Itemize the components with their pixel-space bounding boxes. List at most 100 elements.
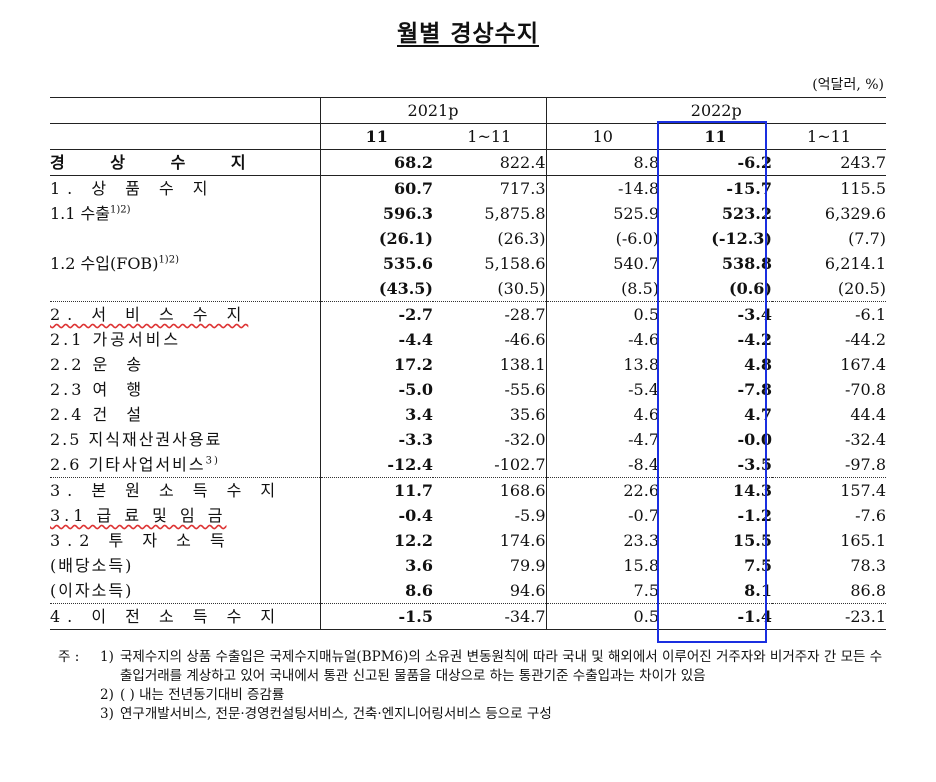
cell: -55.6 [504, 380, 546, 399]
cell: 157.4 [772, 477, 886, 503]
table-row-construction: 2.4 건 설 3.4 35.6 4.6 4.7 44.4 [50, 402, 886, 427]
header-blank-2 [50, 123, 320, 150]
cell: 44.4 [850, 405, 886, 424]
cell: 168.6 [433, 477, 546, 503]
cell: 86.8 [850, 581, 886, 600]
unit-label: (억달러, %) [812, 77, 884, 93]
header-year-2022: 2022p [545, 97, 886, 124]
cell: 68.2 [319, 149, 433, 176]
cell: (20.5) [837, 279, 886, 298]
row-label: (배당소득) [50, 556, 134, 575]
row-label: 2.1 가공서비스 [50, 330, 182, 349]
row-label: 3. 본 원 소 득 수 지 [50, 477, 320, 503]
cell: 8.6 [319, 578, 433, 604]
header-col-2021-11: 11 [319, 123, 433, 150]
row-label: 1. 상 품 수 지 [50, 179, 215, 198]
cell: -44.2 [844, 330, 886, 349]
cell: -3.3 [319, 427, 433, 452]
cell: 7.5 [744, 556, 772, 575]
footnote-mark: 3) [205, 455, 220, 467]
cell: -23.1 [772, 603, 886, 630]
cell: 15.5 [733, 531, 772, 550]
cell: 525.9 [545, 201, 659, 226]
cell: 23.3 [545, 528, 659, 553]
cell: 4.7 [744, 405, 772, 424]
row-label: 1.2 수입(FOB)1)2) [50, 254, 179, 273]
cell: 0.5 [545, 603, 659, 630]
row-label: 2.6 기타사업서비스3) [50, 455, 220, 474]
cell: 14.3 [659, 477, 772, 503]
cell: -102.7 [494, 455, 546, 474]
row-label: 경 상 수 지 [50, 149, 320, 176]
cell: -6.2 [659, 149, 772, 176]
cell: -3.4 [659, 301, 772, 327]
header-col-2021-1-11: 1~11 [433, 123, 546, 150]
cell: -5.4 [545, 377, 659, 402]
header-col-2022-10: 10 [545, 123, 659, 150]
cell: (-12.3) [711, 229, 772, 248]
cell: 165.1 [840, 531, 886, 550]
cell: -32.0 [504, 430, 546, 449]
cell: -3.5 [737, 455, 772, 474]
cell: 4.8 [744, 355, 772, 374]
row-label [50, 226, 320, 251]
row-label: 2.3 여 행 [50, 380, 145, 399]
cell: 78.3 [850, 556, 886, 575]
footnote-text: 연구개발서비스, 전문·경영컨설팅서비스, 건축·엔지니어링서비스 등으로 구성 [120, 706, 552, 722]
cell: 12.2 [319, 528, 433, 553]
cell: 7.5 [545, 578, 659, 604]
table-row-processing-services: 2.1 가공서비스 -4.4 -46.6 -4.6 -4.2 -44.2 [50, 327, 886, 352]
footnote-text: ( ) 내는 전년동기대비 증감률 [120, 687, 285, 703]
footnote-prefix: 주 : [58, 649, 80, 665]
footnote-1: 주 : 1) 국제수지의 상품 수출입은 국제수지매뉴얼(BPM6)의 소유권 … [58, 648, 890, 686]
table-row-compensation: 3.1 급 료 및 임 금 -0.4 -5.9 -0.7 -1.2 -7.6 [50, 503, 886, 528]
page-title: 월별 경상수지 [397, 20, 539, 47]
cell: 22.6 [545, 477, 659, 503]
cell: 35.6 [509, 405, 546, 424]
cell: (26.3) [497, 229, 546, 248]
table-row-imports: 1.2 수입(FOB)1)2) 535.6 5,158.6 540.7 538.… [50, 251, 886, 276]
cell: (0.6) [729, 279, 772, 298]
row-label: 2.2 운 송 [50, 355, 145, 374]
table-row-travel: 2.3 여 행 -5.0 -55.6 -5.4 -7.8 -70.8 [50, 377, 886, 402]
row-label: 1.1 수출1)2) [50, 204, 131, 223]
cell: 4.6 [545, 402, 659, 427]
footnote-mark: 1)2) [158, 254, 179, 266]
cell: 717.3 [499, 179, 546, 198]
cell: -97.8 [844, 455, 886, 474]
current-account-table: 2021p 2022p 11 1~11 10 11 1~11 경 상 수 지 6… [50, 97, 886, 630]
cell: -1.4 [659, 603, 772, 630]
cell: 6,329.6 [824, 204, 886, 223]
cell: (8.5) [545, 276, 659, 302]
footnotes: 주 : 1) 국제수지의 상품 수출입은 국제수지매뉴얼(BPM6)의 소유권 … [58, 648, 890, 724]
cell: -6.1 [772, 301, 886, 327]
cell: (43.5) [319, 276, 433, 302]
cell: 3.6 [319, 553, 433, 578]
row-label [50, 276, 320, 302]
cell: 79.9 [509, 556, 546, 575]
cell: -0.0 [737, 430, 772, 449]
table-row-exports: 1.1 수출1)2) 596.3 5,875.8 525.9 523.2 6,3… [50, 201, 886, 226]
table-row-interest-income: (이자소득) 8.6 94.6 7.5 8.1 86.8 [50, 578, 886, 604]
row-label: (이자소득) [50, 581, 134, 600]
cell: 8.1 [744, 581, 772, 600]
cell: -46.6 [504, 330, 546, 349]
header-col-2022-1-11: 1~11 [772, 123, 886, 150]
cell: (26.1) [319, 226, 433, 251]
cell: 3.4 [319, 402, 433, 427]
cell: (-6.0) [545, 226, 659, 251]
cell: -32.4 [844, 430, 886, 449]
cell: 5,158.6 [484, 254, 546, 273]
row-label: 2. 서 비 스 수 지 [50, 301, 320, 327]
cell: -34.7 [433, 603, 546, 630]
cell: 5,875.8 [484, 204, 546, 223]
cell: 60.7 [319, 175, 433, 201]
cell: 523.2 [721, 204, 772, 223]
footnote-number: 3) [100, 706, 114, 722]
table-row-primary-income: 3. 본 원 소 득 수 지 11.7 168.6 22.6 14.3 157.… [50, 477, 886, 503]
cell: -28.7 [433, 301, 546, 327]
cell: 11.7 [319, 477, 433, 503]
footnote-number: 2) [100, 687, 114, 703]
table-row-secondary-income: 4. 이 전 소 득 수 지 -1.5 -34.7 0.5 -1.4 -23.1 [50, 603, 886, 630]
cell: -4.2 [737, 330, 772, 349]
